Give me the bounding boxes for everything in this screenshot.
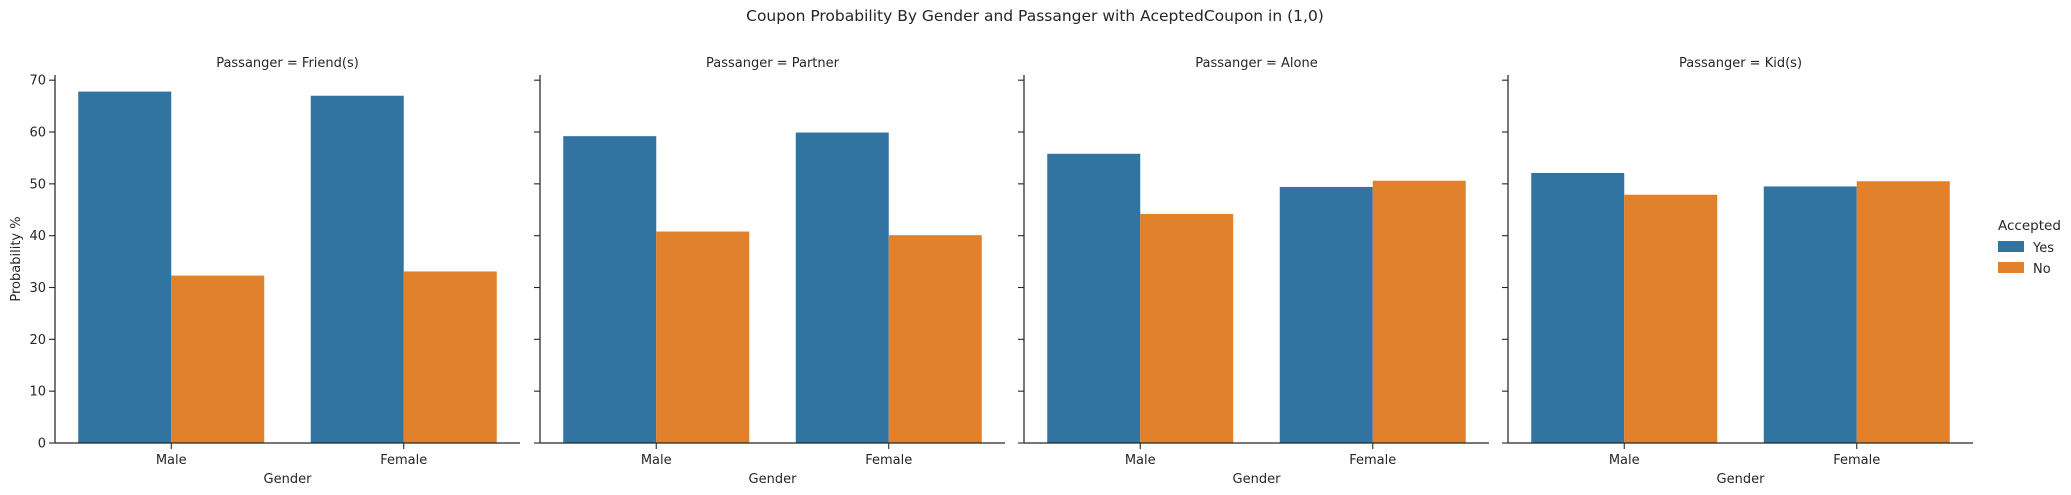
x-axis-label: Gender (1233, 472, 1282, 487)
legend-label-yes: Yes (2032, 241, 2054, 256)
x-tick-label: Male (641, 453, 672, 468)
facet-title: Passanger = Friend(s) (216, 56, 359, 71)
facet-panel: Passanger = Friend(s) 0 10 20 30 40 50 60 70 Male… (9, 56, 520, 487)
bar-yes (795, 132, 889, 443)
y-tick-label: 60 (29, 126, 46, 141)
bar-no (656, 231, 750, 443)
legend-title: Accepted (1998, 218, 2061, 234)
bar-yes (563, 136, 657, 443)
facet-title: Passanger = Alone (1195, 56, 1317, 71)
y-tick-label: 0 (38, 437, 46, 452)
bar-no (1624, 194, 1718, 443)
y-tick-label: 10 (29, 385, 46, 400)
x-axis-label: Gender (749, 472, 798, 487)
x-axis-label: Gender (1717, 472, 1766, 487)
bar-no (888, 235, 982, 443)
y-tick-label: 70 (29, 74, 46, 89)
y-tick-label: 50 (29, 177, 46, 192)
legend-swatch-no (1998, 262, 2024, 273)
legend-swatch-yes (1998, 241, 2024, 252)
figure-title: Coupon Probability By Gender and Passang… (746, 7, 1324, 25)
bar-no (1856, 181, 1950, 443)
facet-panel: Passanger = Partner Male Female Gender (534, 56, 1005, 487)
x-tick-label: Male (1609, 453, 1640, 468)
y-tick-label: 40 (29, 229, 46, 244)
facets-layer: Passanger = Friend(s) 0 10 20 30 40 50 60 70 Male… (9, 56, 1973, 487)
x-tick-label: Female (1349, 453, 1396, 468)
y-tick-label: 30 (29, 281, 46, 296)
bar-no (403, 271, 497, 443)
x-tick-label: Female (865, 453, 912, 468)
facet-title: Passanger = Partner (706, 56, 840, 71)
facet-panel: Passanger = Alone Male Female Gender (1018, 56, 1489, 487)
bar-yes (1763, 186, 1857, 443)
facet-panel: Passanger = Kid(s) Male Female Gender (1502, 56, 1973, 487)
x-axis-label: Gender (264, 472, 313, 487)
legend-label-no: No (2033, 262, 2051, 277)
bar-no (1372, 180, 1466, 443)
x-tick-label: Male (156, 453, 187, 468)
x-tick-label: Male (1125, 453, 1156, 468)
x-tick-label: Female (1833, 453, 1880, 468)
bar-yes (78, 91, 172, 444)
legend: Accepted Yes No (1998, 218, 2061, 277)
bar-yes (1279, 186, 1373, 443)
y-axis-label: Probability % (9, 216, 24, 301)
y-tick-label: 20 (29, 333, 46, 348)
facet-title: Passanger = Kid(s) (1679, 56, 1802, 71)
bar-yes (1531, 172, 1625, 443)
bar-yes (310, 95, 404, 443)
bar-no (1140, 213, 1234, 443)
bar-yes (1047, 153, 1141, 444)
bar-no (171, 275, 265, 443)
x-tick-label: Female (380, 453, 427, 468)
